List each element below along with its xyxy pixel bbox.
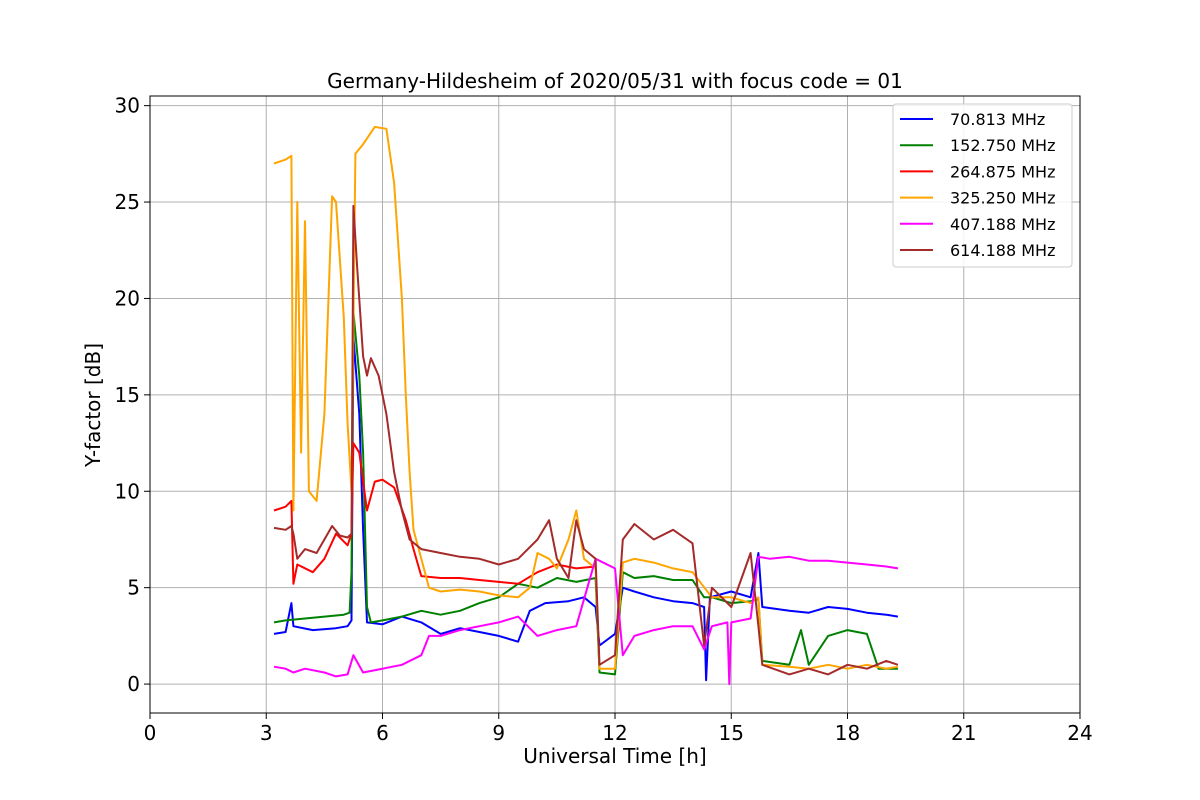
x-tick-label: 12 [602, 721, 627, 745]
y-tick-label: 25 [115, 190, 140, 214]
legend-label: 614.188 MHz [950, 241, 1055, 260]
series-group [273, 125, 899, 686]
legend-label: 70.813 MHz [950, 110, 1045, 129]
y-tick-label: 10 [115, 479, 140, 503]
x-tick-label: 21 [951, 721, 976, 745]
legend-label: 407.188 MHz [950, 215, 1055, 234]
x-tick-label: 24 [1067, 721, 1092, 745]
series-line-3 [273, 125, 899, 670]
axis-ticks: 0 3 6 9 12 15 18 21 24 0 5 10 15 20 25 30 [115, 94, 1093, 745]
series-line-2 [273, 442, 596, 585]
x-tick-label: 3 [260, 721, 273, 745]
x-tick-label: 15 [719, 721, 744, 745]
x-axis-label: Universal Time [h] [523, 744, 706, 768]
y-axis-label: Y-factor [dB] [81, 343, 105, 468]
legend: 70.813 MHz 152.750 MHz 264.875 MHz 325.250 … [892, 103, 1073, 268]
y-tick-label: 20 [115, 286, 140, 310]
x-tick-label: 9 [492, 721, 505, 745]
y-tick-label: 0 [127, 672, 140, 696]
legend-label: 152.750 MHz [950, 136, 1055, 155]
y-tick-label: 15 [115, 383, 140, 407]
x-tick-label: 18 [835, 721, 860, 745]
legend-label: 325.250 MHz [950, 189, 1055, 208]
y-tick-label: 30 [115, 94, 140, 118]
chart-title: Germany-Hildesheim of 2020/05/31 with fo… [327, 69, 903, 93]
series-line-5 [273, 204, 899, 676]
y-tick-label: 5 [127, 576, 140, 600]
legend-label: 264.875 MHz [950, 162, 1055, 181]
x-tick-label: 0 [144, 721, 157, 745]
legend-box [892, 103, 1073, 268]
series-line-1 [273, 310, 898, 676]
x-tick-label: 6 [376, 721, 389, 745]
